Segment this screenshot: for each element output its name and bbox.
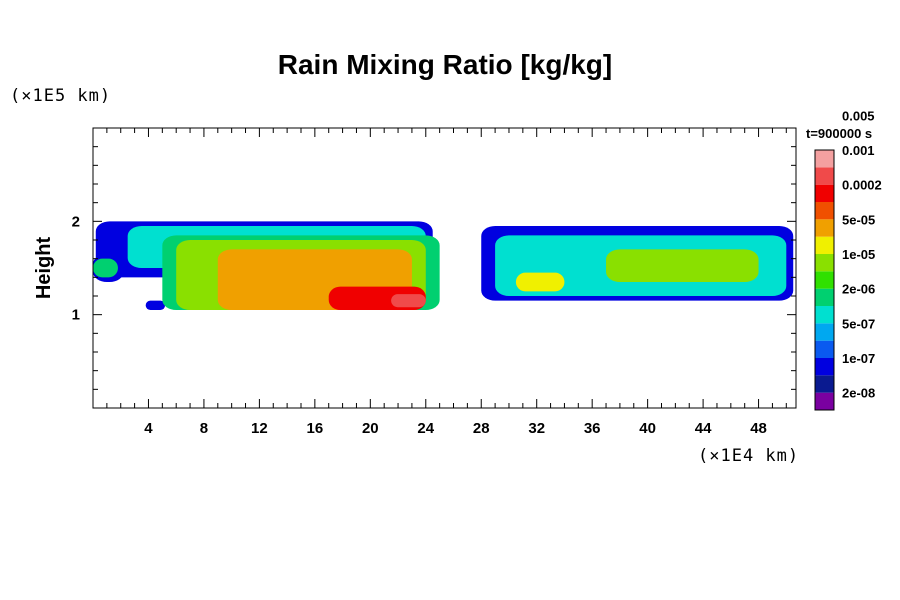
time-label: t=900000 s — [806, 126, 872, 141]
colorbar-label: 0.001 — [842, 143, 875, 158]
colorbar-swatch — [815, 323, 834, 341]
colorbar-label: 2e-06 — [842, 282, 875, 297]
colorbar: 2e-08 1e-07 5e-07 2e-06 1e-05 5e-05 0.0002 0.00… — [814, 108, 882, 411]
x-tick-label: 48 — [750, 420, 767, 437]
rain-patch — [515, 272, 565, 292]
x-tick-label: 16 — [307, 420, 324, 437]
colorbar-label: 0.005 — [842, 108, 875, 123]
y-tick-label: 1 — [72, 307, 80, 324]
y-scale-label: (×1E5 km) — [10, 86, 111, 106]
x-tick-label: 36 — [584, 420, 601, 437]
colorbar-swatch — [815, 150, 834, 168]
colorbar-swatch — [815, 202, 834, 220]
colorbar-label: 5e-05 — [842, 212, 875, 227]
x-scale-label: (×1E4 km) — [698, 446, 799, 466]
rain-patch — [93, 258, 118, 278]
colorbar-label: 2e-08 — [842, 386, 875, 401]
colorbar-frame — [814, 149, 835, 411]
chart-title: Rain Mixing Ratio [kg/kg] — [278, 49, 612, 80]
x-tick-label: 40 — [639, 420, 656, 437]
colorbar-swatch — [815, 306, 834, 324]
colorbar-label: 1e-05 — [842, 247, 875, 262]
x-tick-label: 32 — [528, 420, 545, 437]
colorbar-label: 0.0002 — [842, 178, 882, 193]
colorbar-swatch — [815, 184, 834, 202]
rain-patch — [606, 249, 759, 282]
colorbar-swatch — [815, 219, 834, 237]
x-tick-label: 24 — [417, 420, 434, 437]
x-tick-label: 4 — [144, 420, 153, 437]
colorbar-swatch — [815, 358, 834, 376]
colorbar-swatch — [815, 288, 834, 306]
colorbar-swatch — [815, 375, 834, 393]
x-tick-label: 28 — [473, 420, 490, 437]
colorbar-swatch — [815, 254, 834, 272]
plot-frame — [92, 127, 797, 409]
colorbar-label: 1e-07 — [842, 351, 875, 366]
rain-patch — [391, 294, 426, 308]
x-tick-label: 8 — [200, 420, 208, 437]
x-tick-label: 44 — [695, 420, 712, 437]
colorbar-swatch — [815, 167, 834, 185]
colorbar-swatch — [815, 340, 834, 358]
rain-field — [93, 221, 794, 310]
rain-patch — [145, 300, 166, 310]
y-axis-label: Height — [33, 237, 55, 300]
y-tick-label: 2 — [72, 213, 80, 230]
colorbar-swatch — [815, 392, 834, 410]
colorbar-swatch — [815, 271, 834, 289]
colorbar-label: 5e-07 — [842, 316, 875, 331]
colorbar-swatch — [815, 236, 834, 254]
x-tick-label: 20 — [362, 420, 379, 437]
x-tick-label: 12 — [251, 420, 268, 437]
